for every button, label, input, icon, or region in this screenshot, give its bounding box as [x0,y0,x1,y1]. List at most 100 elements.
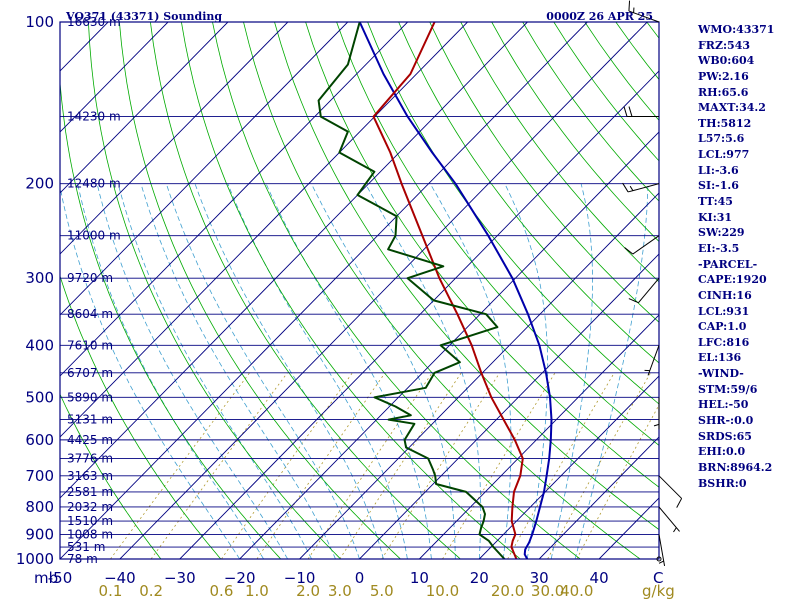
mixing-ratio-lines [110,372,659,559]
barb-shaft [627,183,660,193]
sounding-index-row: L57:5.6 [698,132,745,146]
barb-flag [628,298,639,304]
sounding-index-row: FRZ:543 [698,38,751,52]
dry-adiabat-line [88,22,341,559]
temperature-tick-label: −10 [284,569,316,587]
mixing-ratio-tick-label: 10.0 [426,582,459,600]
height-label: 2581 m [67,485,113,499]
temperature-trace [372,22,524,559]
pressure-tick-label: 900 [25,525,54,543]
moist-adiabat-line [140,183,336,559]
pressure-tick-labels: 100 200 300 400 500 600 700 800 900 1000 [16,13,54,568]
dry-adiabat-line [181,22,521,559]
dry-adiabat-line [274,22,659,531]
pressure-tick-label: 700 [25,467,54,485]
isotherm-line [119,22,648,559]
barb-shaft [658,506,680,532]
height-label: 3776 m [67,452,113,466]
dewpoint-trace [317,22,506,559]
temperature-tick-label: 20 [470,569,489,587]
sounding-index-row: TT:45 [698,195,733,209]
sounding-index-row: CAPE:1920 [698,273,767,287]
temperature-tick-label: −20 [224,569,256,587]
barb-shaft [647,345,660,376]
barb-flag [676,498,683,508]
sounding-index-row: EI:-3.5 [698,241,740,255]
mixing-ratio-line [442,372,556,559]
temperature-tick-label: 0 [355,569,365,587]
barb-shaft [638,277,660,304]
temperature-tick-label: −30 [164,569,196,587]
moist-adiabat-line [165,183,360,559]
sounding-index-row: BSHR:0 [698,476,747,490]
height-label: 3163 m [67,469,113,483]
sounding-index-row: SRDS:65 [698,429,752,443]
mixing-ratio-line [507,372,615,559]
temperature-tick-label: 10 [410,569,429,587]
pressure-tick-label: 600 [25,431,54,449]
sounding-index-row: PW:2.16 [698,69,749,83]
mixing-ratio-line [110,372,250,559]
isotherm-line [60,22,349,316]
pressure-tick-label: 300 [25,269,54,287]
height-label: 14230 m [67,110,121,124]
mixing-ratio-line [381,372,501,559]
height-label: 6707 m [67,366,113,380]
mixing-ratio-line [339,372,462,559]
moist-adiabat-line [574,183,649,559]
barb-half-flag [653,423,660,427]
sounding-index-row: SHR-:0.0 [698,414,754,428]
mixing-ratio-unit: g/kg [642,582,675,600]
wind-barb [623,106,659,118]
wind-barbs [622,0,683,567]
pressure-tick-label: 500 [25,388,54,406]
mixing-ratio-tick-label: 30.0 [531,582,564,600]
isotherm-line [60,22,528,499]
moist-adiabat-line [96,183,288,559]
wind-barb [644,345,660,376]
height-label: 7610 m [67,338,113,352]
wind-barb [656,556,662,562]
sounding-index-row: KI:31 [698,210,733,224]
moist-adiabat-line [429,183,512,559]
mixing-ratio-line [221,372,353,559]
temperature-tick-label: 40 [590,569,609,587]
mixing-ratio-tick-label: 3.0 [328,582,352,600]
sounding-index-row: RH:65.6 [698,85,749,99]
barb-shaft [658,534,666,567]
pressure-tick-label: 1000 [16,550,54,568]
mixing-ratio-tick-label: 20.0 [491,582,524,600]
height-label: 1008 m [67,527,113,541]
height-label: 531 m [67,540,105,554]
dry-adiabat-line [305,22,659,488]
mixing-ratio-tick-label: 1.0 [245,582,269,600]
height-label: 5131 m [67,413,113,427]
barb-half-flag [658,560,664,564]
height-label: 9720 m [67,271,113,285]
mixing-ratio-tick-label: 0.6 [210,582,234,600]
isotherm-line [60,22,169,133]
height-label: 8604 m [67,307,113,321]
barb-flag [628,106,633,117]
sounding-index-row: MAXT:34.2 [698,101,766,115]
dry-adiabat-line [60,274,222,559]
barb-shaft [658,475,682,499]
wind-barb [658,475,683,508]
mixing-ratio-tick-label: 5.0 [370,582,394,600]
valid-time: 0000Z 26 APR 25 [546,10,653,23]
temperature-tick-labels: -50 −40 −30 −20 −10 0 10 20 30 40 [48,569,609,587]
height-label: 4425 m [67,433,113,447]
sounding-index-row: CINH:16 [698,288,752,302]
mixing-ratio-tick-labels: 0.1 0.2 0.6 1.0 2.0 3.0 5.0 10.0 20.0 30.040.0 [99,582,594,600]
moist-adiabat-line [77,183,265,559]
temperature-tick-label: −40 [104,569,136,587]
sounding-index-row: LCL:931 [698,304,750,318]
barb-flag [628,0,631,12]
dry-adiabat-line [150,22,461,559]
barb-flag [622,182,629,193]
wind-barb [628,0,660,23]
isotherm-line [179,70,659,559]
isotherm-line [478,375,659,559]
height-label: 12480 m [67,177,121,191]
